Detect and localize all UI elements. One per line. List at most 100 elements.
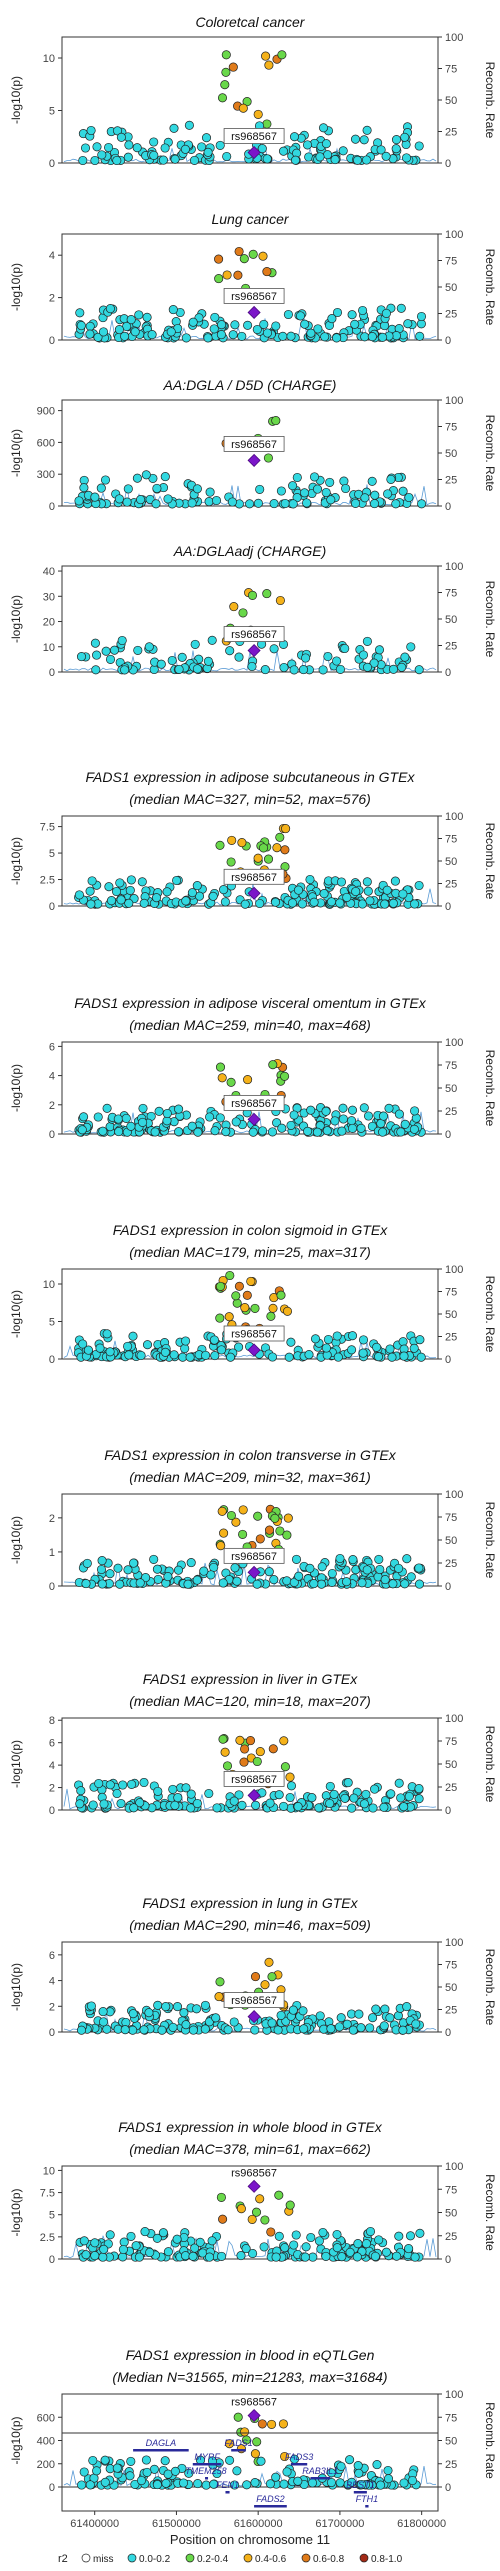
snp-point: [142, 2467, 152, 2477]
legend-swatch: [81, 2553, 91, 2563]
snp-point: [214, 1992, 224, 2002]
snp-point: [120, 665, 130, 675]
snp-point: [205, 1112, 215, 1122]
lead-snp-label: rs968567: [231, 439, 277, 451]
snp-point: [315, 152, 325, 162]
lead-snp-label-box: [223, 1547, 285, 1564]
snp-point: [347, 1331, 358, 1341]
snp-point: [116, 132, 126, 142]
snp-point: [363, 886, 373, 896]
y-tick-label: 0: [49, 158, 55, 170]
snp-point: [303, 1126, 313, 1136]
snp-point: [215, 1113, 225, 1123]
gene-bar: [225, 2491, 230, 2494]
snp-point: [234, 1342, 244, 1352]
lead-snp-marker: [247, 2408, 261, 2423]
snp-point: [187, 888, 197, 898]
recomb-tick-label: 25: [445, 1782, 457, 1794]
snp-point: [190, 639, 200, 649]
snp-point: [151, 499, 161, 509]
lead-snp-label: rs968567: [231, 1329, 277, 1341]
snp-point: [335, 898, 345, 908]
snp-point: [411, 2019, 421, 2029]
panel-8: FADS1 expression in colon transverse in …: [9, 1447, 497, 1593]
snp-point: [357, 1578, 367, 1588]
snp-point: [237, 1800, 247, 1810]
panel-2: Lung cancer 0 2 4 0 25 50 75 100 -log10(p) Recomb.…: [9, 211, 497, 347]
snp-point: [343, 1778, 353, 1788]
y-axis-label: -log10(p): [9, 1740, 23, 1788]
snp-point: [362, 636, 372, 646]
snp-point: [189, 155, 200, 165]
snp-point: [273, 2025, 283, 2035]
snp-point: [327, 1577, 337, 1587]
snp-point: [122, 497, 132, 507]
snp-point: [227, 497, 237, 507]
lead-snp-label: rs968567: [231, 872, 277, 884]
y-tick-label: 10: [43, 2165, 55, 2177]
y-tick-label: 0: [49, 501, 55, 513]
legend-title: r2: [58, 2553, 68, 2565]
snp-point: [289, 132, 300, 142]
snp-point: [152, 2480, 162, 2490]
snp-point: [210, 1126, 220, 1136]
snp-point: [400, 1119, 410, 1129]
snp-point: [341, 483, 351, 494]
snp-point: [234, 246, 244, 257]
snp-point: [280, 2243, 290, 2253]
snp-point: [292, 472, 302, 483]
snp-point: [255, 484, 265, 494]
y-tick-label: 30: [43, 591, 55, 603]
snp-point: [238, 103, 248, 113]
snp-point: [326, 2468, 336, 2478]
snp-point: [330, 155, 340, 165]
recomb-axis-label: Recomb. Rate: [483, 823, 497, 900]
snp-point: [220, 1747, 230, 1757]
recomb-axis-label: Recomb. Rate: [483, 1050, 497, 1127]
recomb-tick-label: 75: [445, 588, 457, 600]
snp-point: [87, 876, 97, 886]
legend-item-label: 0.8-1.0: [371, 2554, 403, 2565]
panel-subtitle: (median MAC=209, min=32, max=361): [129, 1469, 371, 1485]
recomb-tick-label: 25: [445, 309, 457, 321]
snp-point: [128, 2009, 138, 2019]
snp-point: [227, 835, 237, 845]
snp-point: [306, 1105, 316, 1115]
snp-point: [326, 897, 337, 907]
snp-point: [404, 1791, 414, 1802]
snp-point: [85, 2480, 95, 2490]
snp-point: [132, 143, 142, 153]
snp-point: [241, 2244, 251, 2254]
snp-point: [140, 2227, 150, 2237]
snp-point: [338, 1114, 348, 1124]
snp-point: [225, 2455, 235, 2465]
snp-point: [217, 1506, 227, 1516]
snp-point: [245, 499, 255, 509]
snp-point: [74, 890, 84, 900]
gene-bar: [365, 2505, 369, 2508]
snp-point: [160, 1347, 170, 1357]
snp-point: [309, 1579, 319, 1589]
snp-point: [228, 62, 238, 72]
gene-bar: [290, 2463, 308, 2466]
snp-point: [293, 2476, 303, 2486]
snp-point: [363, 1111, 374, 1121]
snp-point: [96, 483, 106, 493]
snp-point: [124, 898, 134, 908]
snp-point: [85, 321, 95, 331]
recomb-tick-label: 50: [445, 2436, 457, 2448]
y-tick-label: 0: [49, 1581, 55, 1593]
snp-point: [188, 2251, 198, 2261]
snp-point: [85, 329, 95, 339]
snp-point: [387, 1352, 397, 1362]
lead-snp-label: rs968567: [231, 2167, 277, 2179]
snp-point: [204, 2252, 215, 2262]
snp-point: [97, 1579, 107, 1589]
snp-point: [308, 2252, 318, 2262]
snp-point: [255, 1747, 265, 1757]
snp-point: [345, 2247, 355, 2257]
recomb-tick-label: 25: [445, 1332, 457, 1344]
snp-point: [104, 142, 114, 153]
snp-point: [388, 1579, 398, 1589]
snp-point: [372, 1342, 382, 1352]
